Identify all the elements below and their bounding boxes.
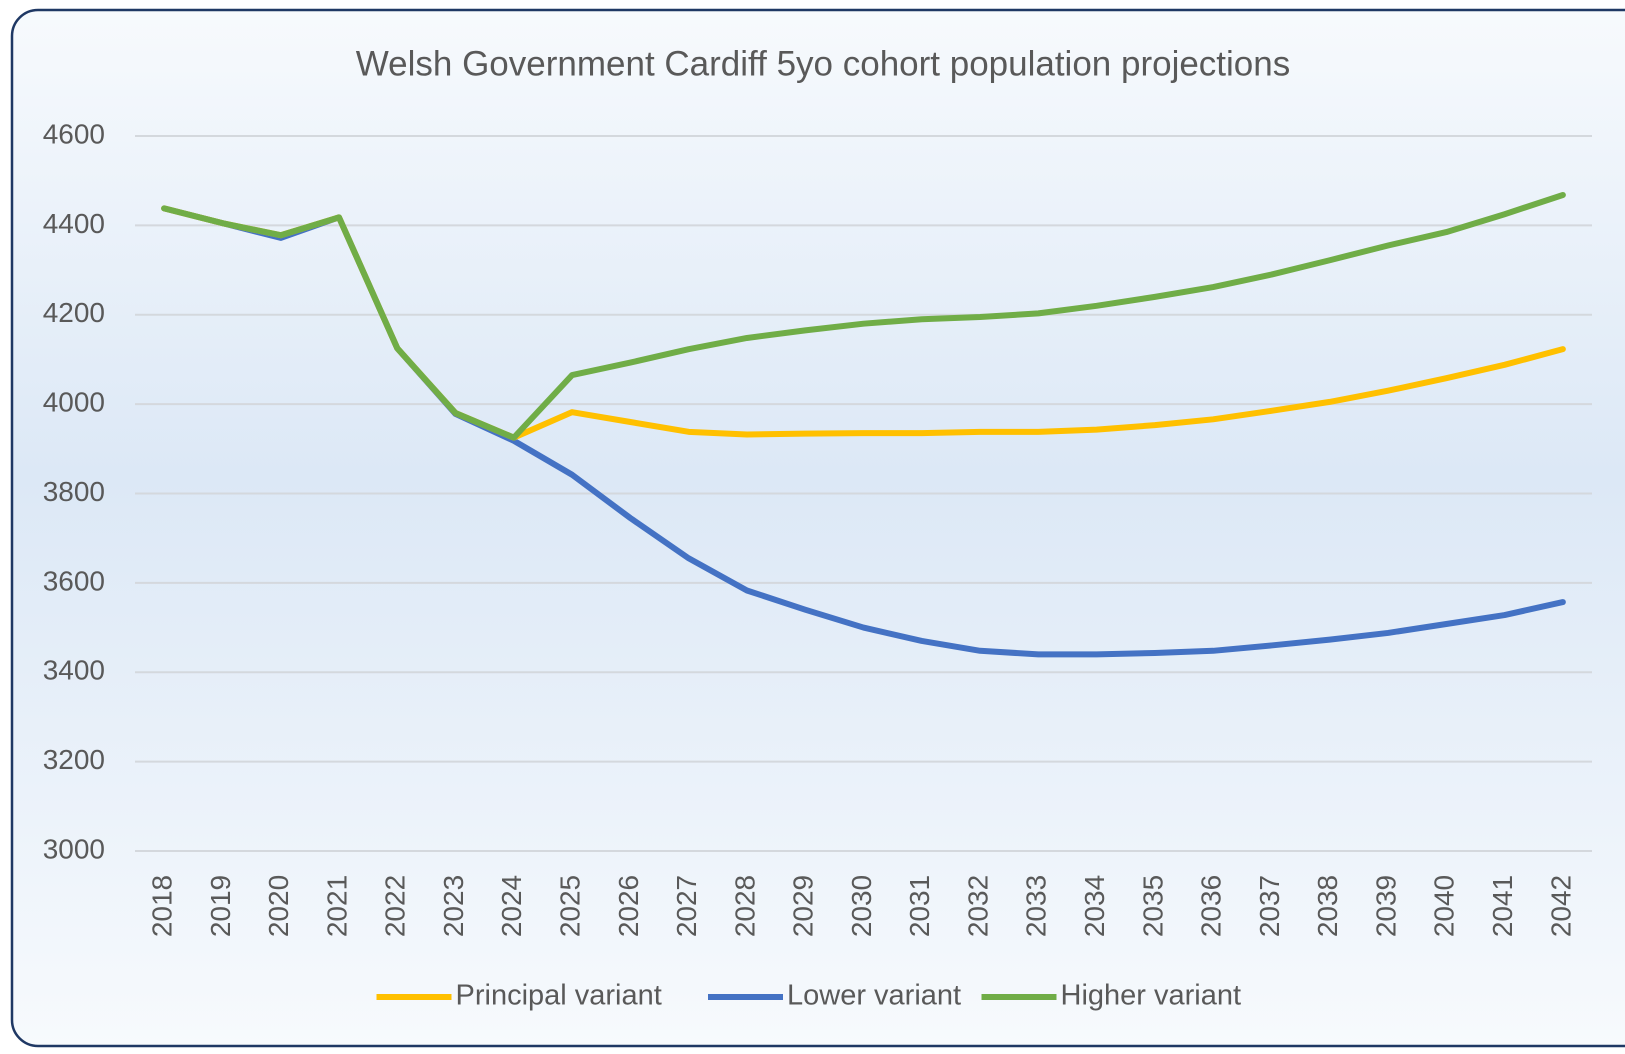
x-tick-label: 2036 [1196,875,1227,937]
x-tick-label: 2023 [438,875,469,937]
x-tick-label: 2028 [729,875,760,937]
y-tick-label: 3800 [43,476,105,507]
x-tick-label: 2039 [1370,875,1401,937]
x-tick-label: 2021 [321,875,352,937]
y-tick-label: 4600 [43,118,105,149]
y-tick-label: 3600 [43,565,105,596]
legend-label: Higher variant [1061,980,1242,1012]
y-tick-label: 3000 [43,833,105,864]
y-tick-label: 3400 [43,655,105,686]
x-tick-label: 2019 [205,875,236,937]
x-tick-label: 2030 [846,875,877,937]
x-tick-label: 2033 [1021,875,1052,937]
x-tick-label: 2041 [1487,875,1518,937]
y-tick-label: 4000 [43,387,105,418]
x-tick-label: 2022 [380,875,411,937]
line-series [161,191,1566,441]
x-tick-label: 2040 [1429,875,1460,937]
y-tick-label: 3200 [43,744,105,775]
x-tick-label: 2024 [496,875,527,937]
x-tick-label: 2031 [904,875,935,937]
x-tick-label: 2038 [1312,875,1343,937]
x-tick-label: 2020 [263,875,294,937]
x-tick-label: 2018 [147,875,178,937]
x-tick-label: 2035 [1137,875,1168,937]
y-tick-label: 4400 [43,208,105,239]
x-tick-label: 2032 [962,875,993,937]
x-tick-label: 2026 [613,875,644,937]
x-tick-label: 2034 [1079,875,1110,937]
x-tick-label: 2025 [554,875,585,937]
x-tick-label: 2037 [1254,875,1285,937]
legend-label: Lower variant [787,980,961,1012]
x-tick-label: 2027 [671,875,702,937]
chart-frame [10,8,1625,1048]
y-tick-label: 4200 [43,297,105,328]
chart-title: Welsh Government Cardiff 5yo cohort popu… [356,44,1291,83]
x-tick-label: 2029 [788,875,819,937]
legend-label: Principal variant [456,980,662,1012]
x-tick-label: 2042 [1545,875,1576,937]
